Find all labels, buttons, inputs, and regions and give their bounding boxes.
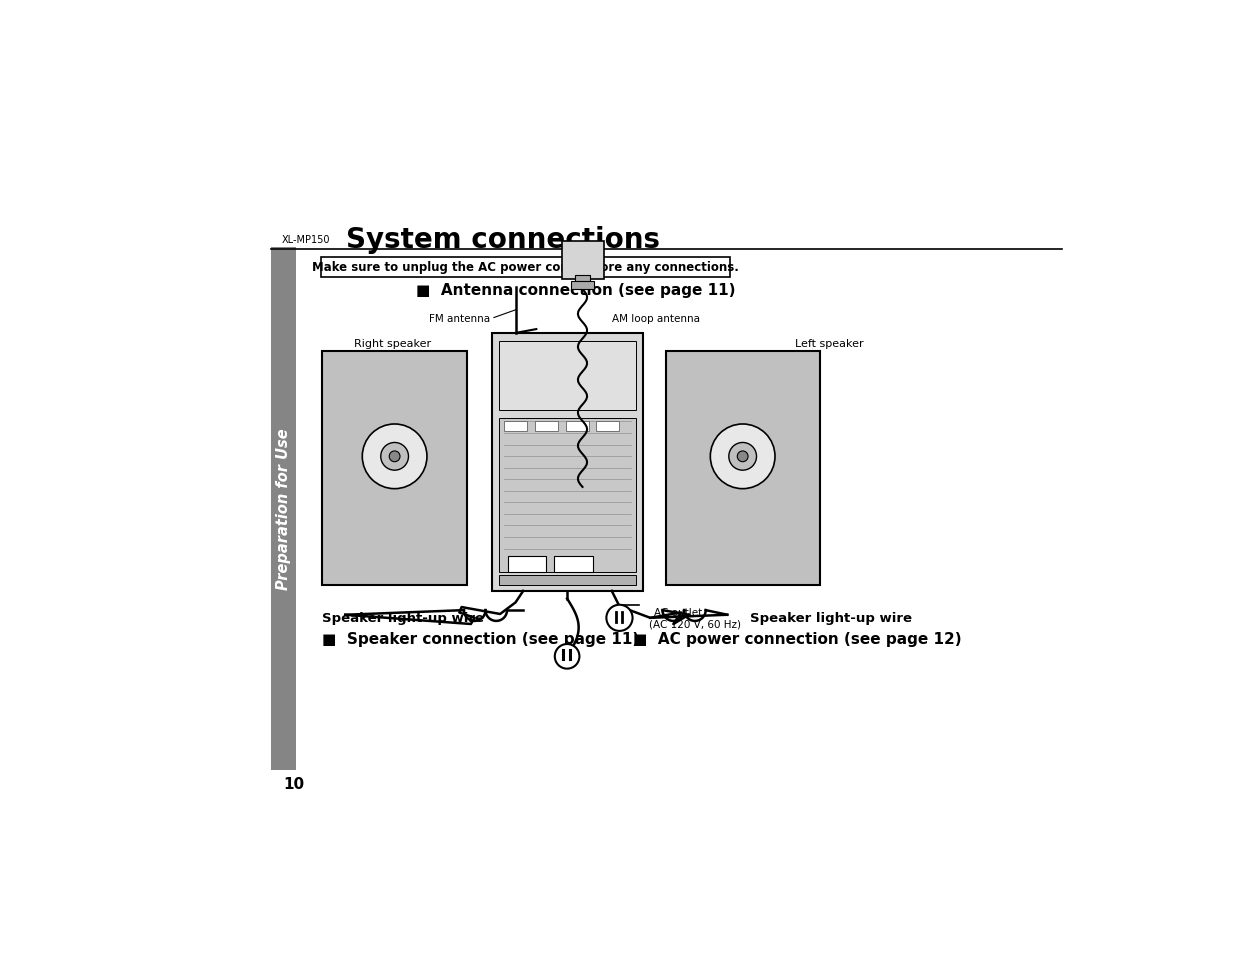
Bar [508,557,546,572]
Bar [321,257,730,277]
Text: Preparation for Use: Preparation for Use [277,428,291,590]
Bar [504,422,527,432]
Circle shape [710,424,776,489]
Text: ■  Antenna connection (see page 11): ■ Antenna connection (see page 11) [416,282,735,297]
Circle shape [606,605,632,631]
Text: 10: 10 [283,776,304,791]
Bar [535,422,558,432]
Bar [571,282,594,290]
Bar [574,275,590,284]
Text: AM loop antenna: AM loop antenna [611,314,700,323]
Text: Left speaker: Left speaker [795,338,864,349]
Circle shape [555,644,579,669]
Bar [493,334,642,591]
Bar [499,341,636,411]
Bar [566,422,589,432]
Text: AC outlet: AC outlet [655,607,703,617]
Circle shape [380,443,409,471]
Circle shape [729,443,757,471]
Bar [272,248,296,770]
Circle shape [737,452,748,462]
Bar [666,352,820,586]
Text: Right speaker: Right speaker [353,338,431,349]
Bar [562,241,604,280]
Text: Speaker light-up wire: Speaker light-up wire [751,612,913,624]
Bar [499,576,636,585]
Text: (AC 120 V, 60 Hz): (AC 120 V, 60 Hz) [648,618,741,629]
Circle shape [362,424,427,489]
Circle shape [389,452,400,462]
Text: Speaker light-up wire: Speaker light-up wire [322,612,484,624]
Bar [499,418,636,572]
Text: FM antenna: FM antenna [429,314,490,323]
Text: ■  AC power connection (see page 12): ■ AC power connection (see page 12) [634,632,962,646]
Text: Make sure to unplug the AC power cord before any connections.: Make sure to unplug the AC power cord be… [312,261,739,274]
Bar [555,557,593,572]
Text: ■  Speaker connection (see page 11): ■ Speaker connection (see page 11) [322,632,640,646]
Text: System connections: System connections [346,226,661,253]
Text: XL-MP150: XL-MP150 [283,234,331,245]
Bar [322,352,467,586]
Bar [597,422,620,432]
